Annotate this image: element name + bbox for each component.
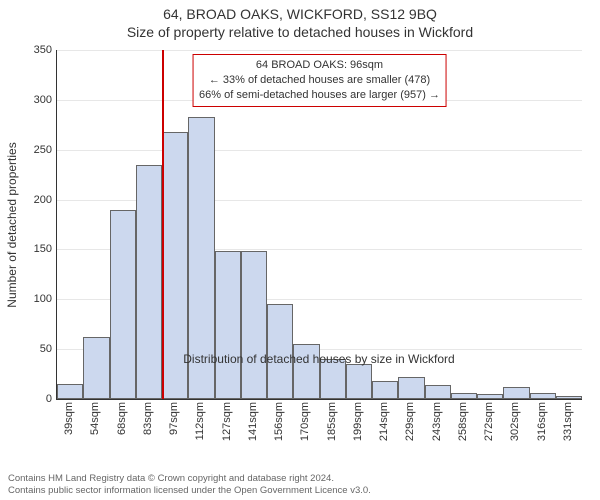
x-tick-label: 112sqm <box>194 402 206 440</box>
y-tick-label: 150 <box>22 243 52 255</box>
x-tick-label: 185sqm <box>326 402 338 441</box>
x-tick-label: 156sqm <box>273 402 285 441</box>
x-tick-label: 170sqm <box>299 402 311 441</box>
x-ticks: 39sqm 54sqm 68sqm 83sqm 97sqm 112sqm 127sqm 141… <box>56 402 582 462</box>
x-tick-label: 141sqm <box>247 402 259 441</box>
x-tick-label: 199sqm <box>352 402 364 441</box>
footer-line2: Contains public sector information licen… <box>8 485 371 497</box>
chart-container: 64, BROAD OAKS, WICKFORD, SS12 9BQ Size … <box>0 0 600 500</box>
x-tick-label: 272sqm <box>483 402 495 441</box>
title-address: 64, BROAD OAKS, WICKFORD, SS12 9BQ <box>0 0 600 22</box>
y-tick-label: 200 <box>22 194 52 206</box>
x-tick-label: 229sqm <box>404 402 416 441</box>
x-axis-label: Distribution of detached houses by size … <box>183 352 454 366</box>
x-tick-label: 331sqm <box>562 402 574 441</box>
y-ticks: 050100150200250300350 <box>56 50 582 400</box>
x-tick-label: 127sqm <box>221 402 233 441</box>
x-tick-label: 316sqm <box>536 402 548 441</box>
chart-area: Number of detached properties 64 BROAD O… <box>56 50 582 400</box>
x-tick-label: 97sqm <box>168 402 180 435</box>
y-axis-label: Number of detached properties <box>5 142 19 307</box>
footer-attribution: Contains HM Land Registry data © Crown c… <box>8 473 371 497</box>
x-tick-label: 54sqm <box>89 402 101 435</box>
x-tick-label: 243sqm <box>431 402 443 441</box>
y-tick-label: 100 <box>22 293 52 305</box>
y-tick-label: 250 <box>22 144 52 156</box>
y-tick-label: 300 <box>22 94 52 106</box>
x-tick-label: 68sqm <box>116 402 128 435</box>
y-tick-label: 0 <box>22 393 52 405</box>
y-tick-label: 50 <box>22 343 52 355</box>
footer-line1: Contains HM Land Registry data © Crown c… <box>8 473 371 485</box>
title-subtitle: Size of property relative to detached ho… <box>0 22 600 40</box>
x-tick-label: 258sqm <box>457 402 469 441</box>
x-tick-label: 214sqm <box>378 402 390 441</box>
x-tick-label: 39sqm <box>63 402 75 435</box>
y-tick-label: 350 <box>22 44 52 56</box>
x-tick-label: 83sqm <box>142 402 154 435</box>
x-tick-label: 302sqm <box>509 402 521 441</box>
